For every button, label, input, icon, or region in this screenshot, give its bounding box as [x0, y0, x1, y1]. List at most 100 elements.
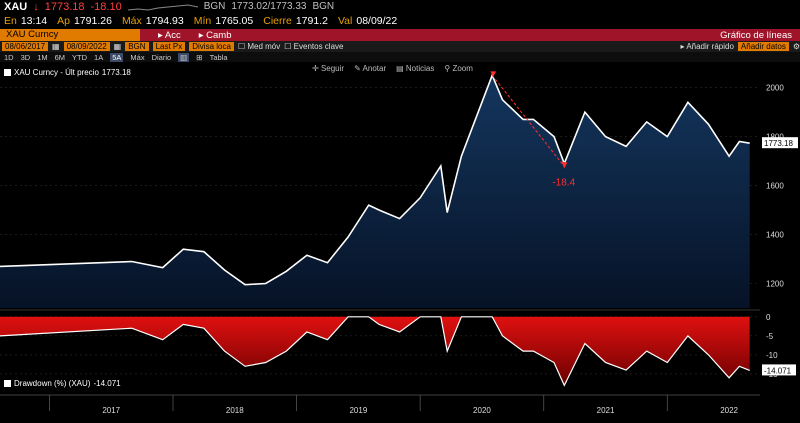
calendar-icon[interactable]: ▦: [52, 42, 60, 51]
drawdown-legend[interactable]: Drawdown (%) (XAU) -14.071: [4, 379, 121, 388]
x-axis-label: 2021: [597, 406, 615, 415]
source-label-2: BGN: [312, 1, 335, 12]
last-price-tag: [762, 137, 798, 149]
close-value: 1791.2: [295, 15, 328, 27]
high-label: Máx: [121, 15, 142, 27]
low-label: Mín: [193, 15, 212, 27]
actions-label: Acc: [164, 29, 181, 41]
news-button[interactable]: ▤ Noticias: [396, 64, 435, 73]
zoom-label: Zoom: [452, 64, 473, 73]
source-label: BGN: [203, 1, 226, 12]
frequency-select[interactable]: Diario: [151, 52, 172, 62]
price-change: -18.10: [90, 0, 122, 13]
drawdown-tick-label: -10: [766, 351, 778, 360]
price-series-value: 1773.18: [101, 68, 131, 77]
high-value: 1794.93: [145, 15, 184, 27]
drawdown-tick-label: 0: [766, 313, 771, 322]
chart-area[interactable]: 1200 1400 1600 1800 2000 1773.18 -18.4 0 -5 -10 -1…: [0, 63, 800, 423]
bid-ask: 1773.02/1773.33: [231, 1, 307, 12]
controls-bar: 08/06/2017 ▦ 08/09/2022 ▦ BGN Last Px Di…: [0, 41, 800, 52]
price-series-name: XAU Curncy - Últ precio: [14, 68, 99, 77]
moving-average-toggle[interactable]: ☐ Med móv: [237, 42, 281, 51]
period-3d[interactable]: 3D: [20, 52, 31, 62]
chart-toolbox: ✛ Seguir ✎ Anotar ▤ Noticias ⚲ Zoom: [312, 64, 473, 73]
last-price: 1773.18: [44, 0, 85, 13]
table-button[interactable]: Tabla: [209, 52, 228, 62]
val-label: Val: [337, 15, 353, 27]
x-axis-label: 2017: [102, 406, 120, 415]
x-axis-label: 2019: [349, 406, 367, 415]
drawdown-series-value: -14.071: [93, 379, 121, 388]
start-date-input[interactable]: 08/06/2017: [2, 42, 49, 51]
price-legend[interactable]: XAU Curncy - Últ precio 1773.18: [4, 68, 131, 77]
sparkline-icon: [127, 3, 198, 11]
stats-row: En 13:14 Ap 1791.26 Máx 1794.93 Mín 1765…: [0, 14, 800, 28]
drawdown-tick-label: -5: [766, 332, 774, 341]
period-1m[interactable]: 1M: [37, 52, 48, 62]
period-ytd[interactable]: YTD: [72, 52, 88, 62]
time-value: 13:14: [20, 15, 48, 27]
x-axis-label: 2018: [226, 406, 244, 415]
key-events-label: Eventos clave: [293, 42, 344, 51]
currency-select[interactable]: Divisa loca: [189, 42, 234, 51]
x-axis-label: 2020: [473, 406, 491, 415]
end-date-input[interactable]: 08/09/2022: [63, 42, 110, 51]
annotate-button[interactable]: ✎ Anotar: [354, 64, 387, 73]
field-select[interactable]: Last Px: [152, 42, 186, 51]
crosshair-label: Seguir: [320, 64, 345, 73]
open-value: 1791.26: [73, 15, 112, 27]
period-5a[interactable]: 5A: [110, 52, 124, 62]
period-max[interactable]: Máx: [130, 52, 145, 62]
news-label: Noticias: [405, 64, 435, 73]
security-field[interactable]: XAU Curncy: [0, 29, 140, 41]
price-tick-label: 1200: [766, 280, 784, 289]
change-menu-button[interactable]: ▸ Camb: [198, 29, 232, 41]
last-drawdown-tag: [762, 364, 796, 376]
annotation-arrowhead: [561, 161, 568, 169]
price-tick-label: 1800: [766, 133, 784, 142]
price-direction-icon: ↓: [33, 0, 39, 13]
price-tick-label: 2000: [766, 84, 784, 93]
source-select[interactable]: BGN: [125, 42, 149, 51]
annotation-marker: [490, 71, 497, 77]
period-1a[interactable]: 1A: [94, 52, 104, 62]
legend-checkbox[interactable]: [4, 69, 11, 76]
quick-add-label: Añadir rápido: [686, 42, 734, 51]
val-date: 08/09/22: [356, 15, 398, 27]
open-label: Ap: [57, 15, 70, 27]
line-style-icon[interactable]: ⊞: [196, 52, 203, 62]
drawdown-area: [0, 316, 750, 386]
add-data-button[interactable]: Añadir datos: [737, 42, 789, 51]
zoom-button[interactable]: ⚲ Zoom: [444, 64, 473, 73]
quick-add-button[interactable]: ▸ Añadir rápido: [680, 42, 734, 51]
drawdown-line: [0, 316, 750, 387]
moving-average-label: Med móv: [247, 42, 281, 51]
crosshair-button[interactable]: ✛ Seguir: [312, 64, 345, 73]
drawdown-series-name: Drawdown (%) (XAU): [14, 379, 91, 388]
security-bar: XAU Curncy ▸ Acc ▸ Camb Gráfico de línea…: [0, 29, 800, 41]
last-drawdown-tag-label: -14.071: [764, 366, 792, 375]
price-tick-label: 1400: [766, 231, 784, 240]
chart-type-title: Gráfico de líneas: [720, 29, 792, 41]
quote-header: XAU ↓ 1773.18 -18.10 BGN 1773.02/1773.33…: [0, 0, 800, 13]
key-events-toggle[interactable]: ☐ Eventos clave: [284, 42, 344, 51]
period-6m[interactable]: 6M: [54, 52, 66, 62]
chart-type-icon[interactable]: ▥: [178, 52, 190, 62]
period-bar: 1D 3D 1M 6M YTD 1A 5A Máx Diario ▥ ⊞ Tab…: [0, 52, 800, 62]
close-label: Cierre: [263, 15, 292, 27]
legend-checkbox[interactable]: [4, 380, 11, 387]
price-tick-label: 1600: [766, 182, 784, 191]
x-axis-label: 2022: [720, 406, 738, 415]
actions-menu-button[interactable]: ▸ Acc: [158, 29, 181, 41]
time-label: En: [4, 15, 17, 27]
price-drawdown-chart[interactable]: 1200 1400 1600 1800 2000 1773.18 -18.4 0 -5 -10 -1…: [0, 63, 800, 423]
annotation-label: -18.4: [552, 178, 575, 189]
calendar-icon[interactable]: ▦: [113, 42, 122, 51]
price-line: [0, 73, 750, 286]
settings-icon[interactable]: ⚙: [792, 42, 800, 51]
price-area: [0, 75, 750, 308]
ticker: XAU: [4, 0, 28, 13]
annotation-arrow: [491, 75, 565, 167]
period-1d[interactable]: 1D: [4, 52, 14, 62]
last-price-tag-label: 1773.18: [764, 139, 793, 148]
